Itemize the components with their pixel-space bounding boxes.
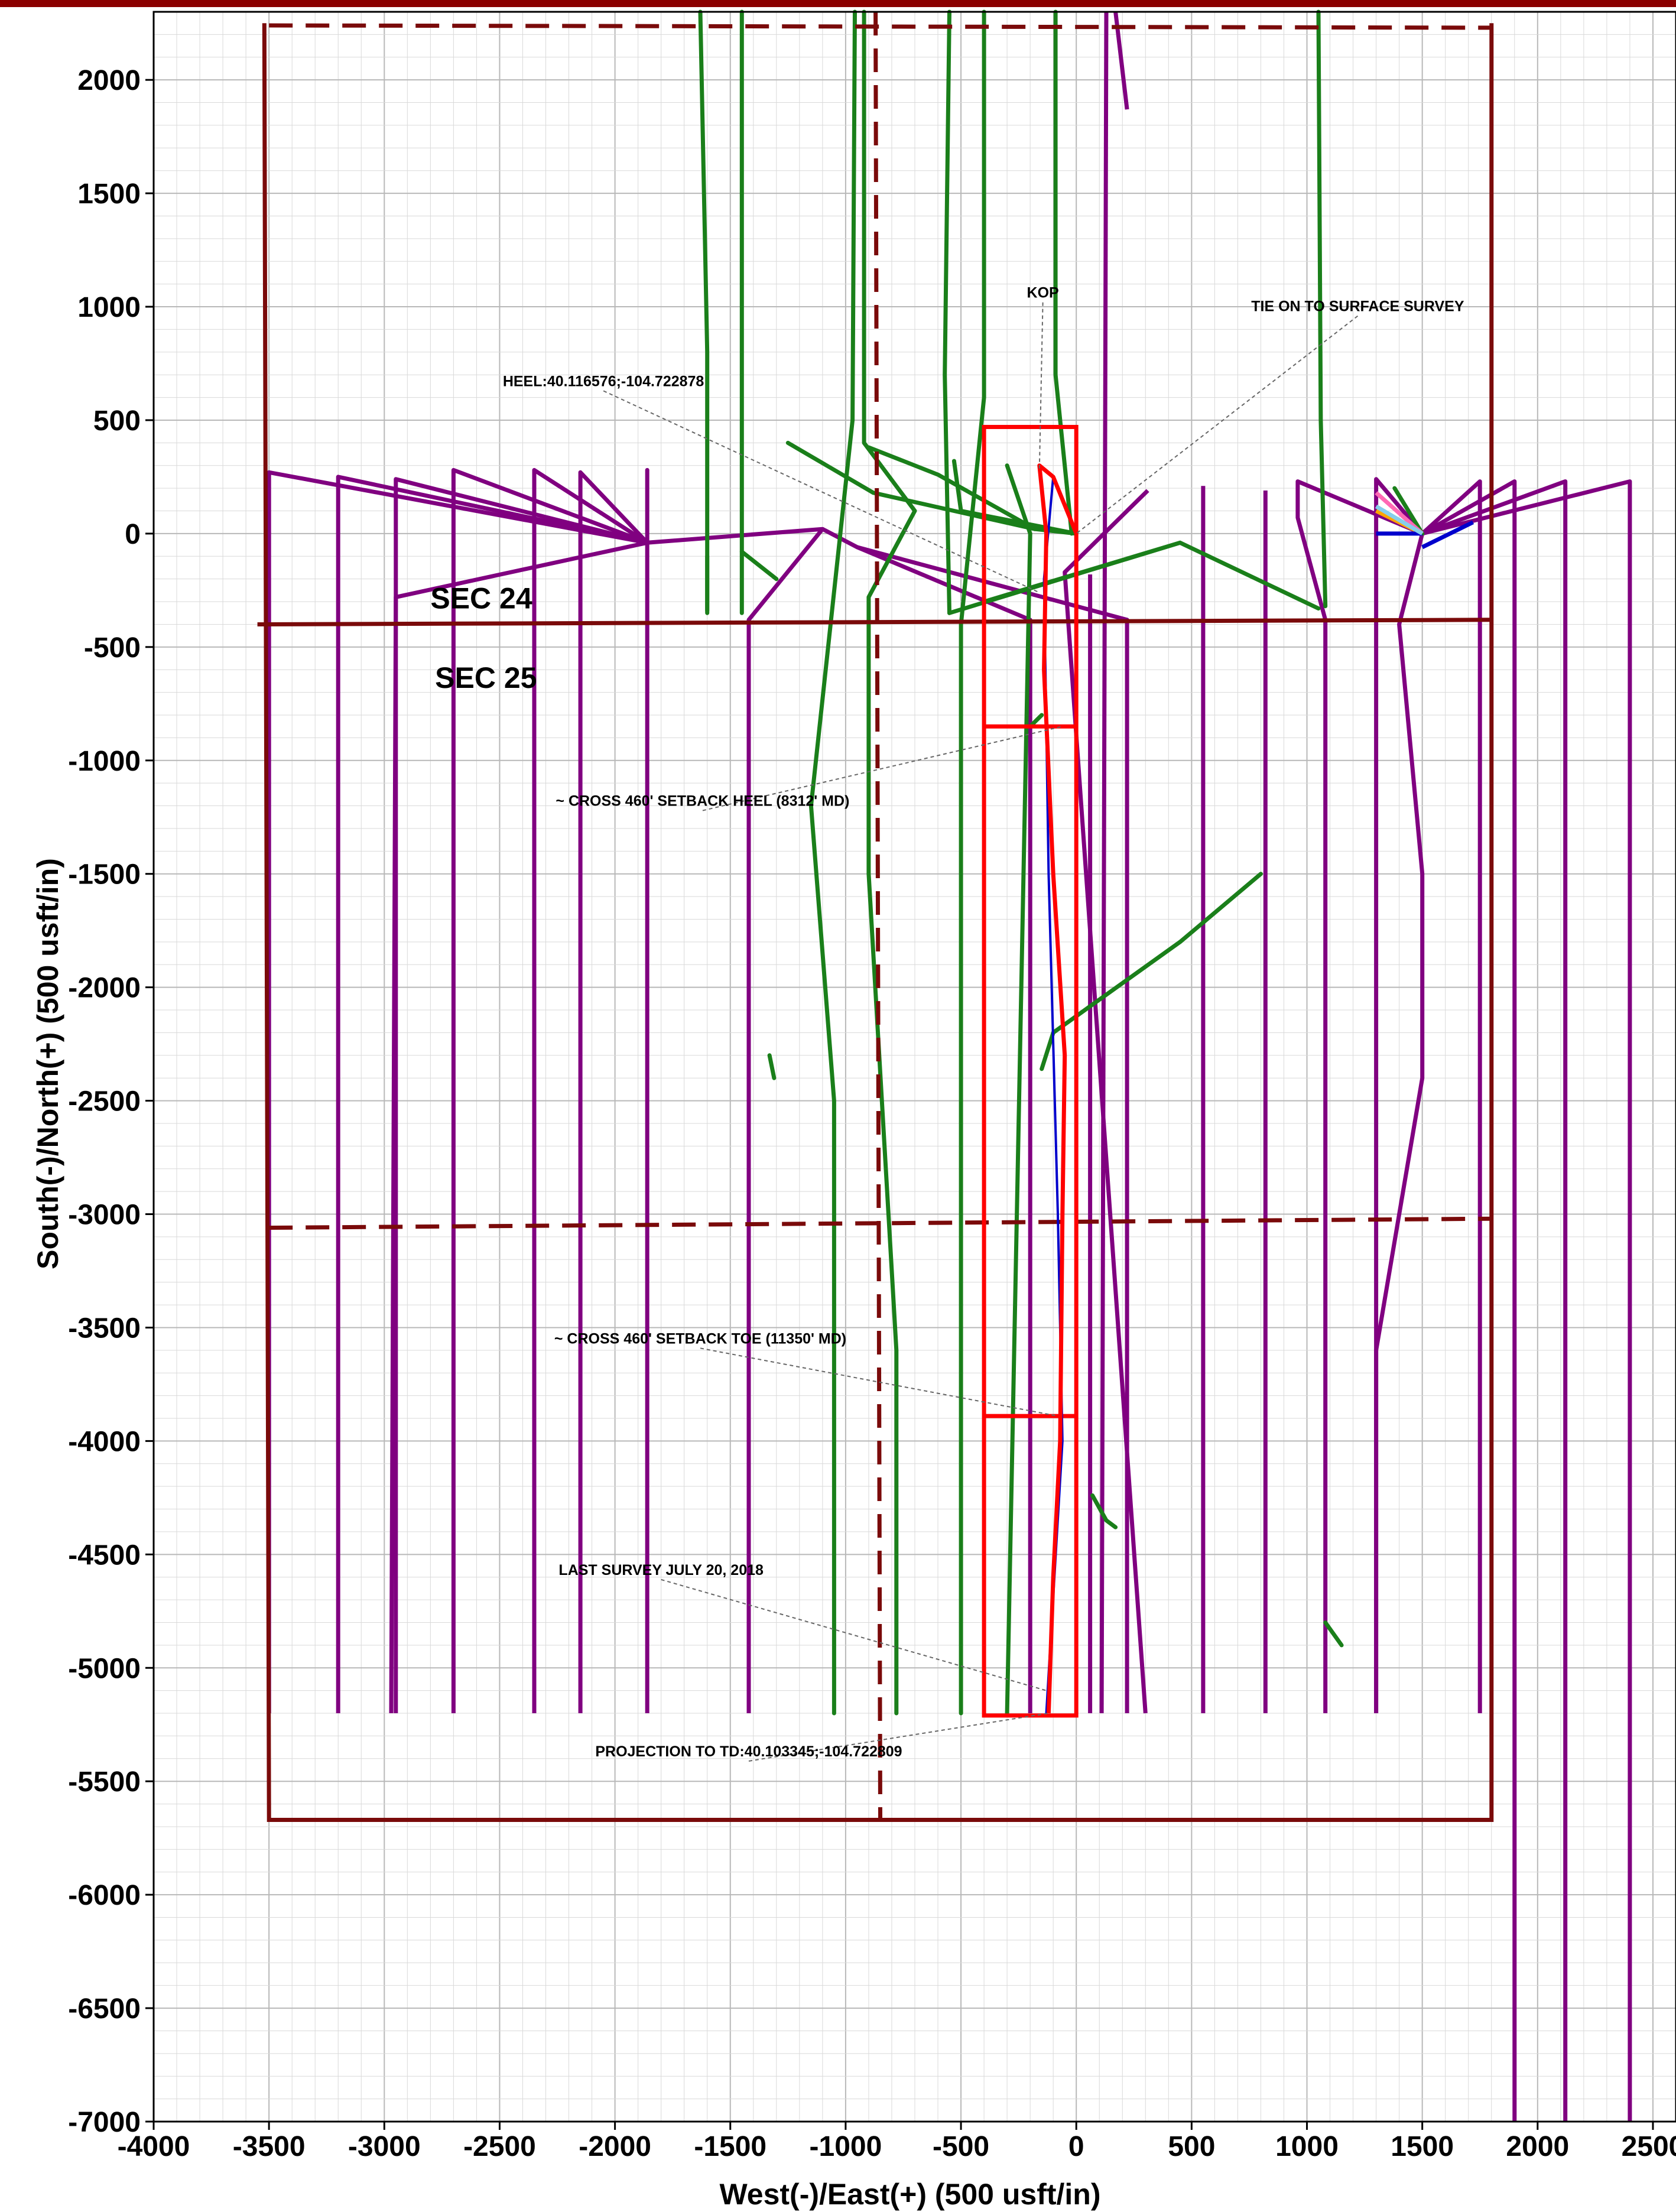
y-tick-label: 1000 <box>77 292 141 323</box>
offset-well-green <box>767 1053 777 1080</box>
x-tick-label: -4000 <box>118 2131 190 2162</box>
section-label: SEC 24 <box>430 582 532 615</box>
offset-well-green <box>808 9 857 1716</box>
annotation-leader <box>702 726 1063 811</box>
offset-well-green <box>951 459 1079 536</box>
x-tick-label: 2000 <box>1506 2131 1569 2162</box>
plot-area: SEC 24 SEC 25 KOP TIE ON TO SURFACE SURVEY H… <box>257 9 1632 2122</box>
target-box <box>982 424 1079 1718</box>
offset-well-green <box>1392 486 1425 536</box>
offset-well-purple <box>647 527 825 1713</box>
annotation-leader <box>603 390 1040 593</box>
offset-well-purple <box>1421 479 1517 2122</box>
offset-well-green <box>739 550 779 582</box>
annotation-label: PROJECTION TO TD:40.103345;-104.722809 <box>595 1743 902 1760</box>
offset-well-green <box>862 9 917 1716</box>
offset-well-green <box>943 9 951 615</box>
offset-well-green <box>1090 1493 1118 1529</box>
offset-well-purple <box>1295 479 1424 1713</box>
y-tick-label: -7000 <box>68 2107 141 2138</box>
annotation-leader <box>748 1713 1049 1762</box>
offset-well-purple <box>1421 479 1482 1713</box>
x-tick-label: -2500 <box>463 2131 536 2162</box>
offset-well-purple <box>1063 489 1149 1714</box>
offset-well-green <box>982 540 1321 611</box>
fan-stub <box>1421 520 1474 550</box>
x-tick-label: 2500 <box>1622 2131 1676 2162</box>
y-tick-label: 1500 <box>77 178 141 210</box>
x-tick-label: -3000 <box>348 2131 421 2162</box>
offset-well-green <box>1053 9 1074 536</box>
y-tick-label: 0 <box>125 519 141 550</box>
section-line <box>257 618 1492 626</box>
section-label: SEC 25 <box>435 661 537 694</box>
x-tick-label: -500 <box>933 2131 989 2162</box>
annotation-label: ~ CROSS 460' SETBACK TOE (11350' MD) <box>554 1330 846 1347</box>
offset-well-green <box>1040 872 1263 1071</box>
x-tick-label: 1000 <box>1275 2131 1339 2162</box>
y-axis-label: South(-)/North(+) (500 usft/in) <box>31 858 64 1269</box>
offset-well-green <box>959 9 986 1716</box>
y-tick-label: -500 <box>84 632 141 664</box>
offset-well-purple <box>1421 479 1568 2122</box>
offset-well-green <box>1316 9 1328 609</box>
offset-well-purple <box>1099 11 1109 1714</box>
y-tick-label: -6500 <box>68 1993 141 2025</box>
actual-path <box>1037 463 1079 1714</box>
offset-well-purple <box>451 467 648 1713</box>
y-tick-label: -2500 <box>68 1086 141 1118</box>
annotation-label: TIE ON TO SURFACE SURVEY <box>1251 298 1464 315</box>
offset-well-green <box>1005 463 1032 1716</box>
grid <box>153 11 1676 2122</box>
top-border <box>0 0 1676 7</box>
annotation-label: LAST SURVEY JULY 20, 2018 <box>558 1562 764 1578</box>
y-tick-label: -2000 <box>68 973 141 1004</box>
y-tick-label: -3000 <box>68 1200 141 1231</box>
x-axis-label: West(-)/East(+) (500 usft/in) <box>720 2178 1101 2211</box>
x-tick-label: -2000 <box>579 2131 651 2162</box>
offset-well-purple <box>336 475 648 1713</box>
y-tick-label: -4000 <box>68 1426 141 1457</box>
y-tick-label: -1000 <box>68 746 141 777</box>
offset-well-purple <box>389 540 648 1714</box>
plot-frame <box>152 11 1676 2123</box>
y-axis-ticks: 2000 1500 1000 500 0 -500 -1000 -1500 -2000 -2500… <box>68 65 154 2138</box>
offset-well-purple <box>532 467 649 1713</box>
y-tick-label: -4500 <box>68 1539 141 1571</box>
y-tick-label: -5500 <box>68 1766 141 1798</box>
x-axis-ticks: -4000 -3500 -3000 -2500 -2000 -1500 -1000 -500 0… <box>118 2122 1676 2162</box>
x-tick-label: -3500 <box>233 2131 306 2162</box>
y-tick-label: -5000 <box>68 1653 141 1684</box>
offset-well-green <box>1323 1620 1344 1648</box>
annotation-leader <box>1038 302 1044 470</box>
fan-stub <box>1375 504 1424 535</box>
offset-well-purple <box>1374 477 1424 1713</box>
y-tick-label: -3500 <box>68 1313 141 1344</box>
y-tick-label: 500 <box>93 405 141 437</box>
x-tick-label: -1500 <box>694 2131 766 2162</box>
y-tick-label: -1500 <box>68 859 141 891</box>
x-tick-label: -1000 <box>810 2131 882 2162</box>
setback-line <box>269 23 1492 30</box>
x-tick-label: 0 <box>1068 2131 1084 2162</box>
setback-line <box>873 11 882 1820</box>
annotation-leader <box>661 1578 1047 1691</box>
y-tick-label: 2000 <box>77 65 141 96</box>
offset-well-purple <box>394 477 648 1713</box>
offset-well-green <box>866 445 1037 531</box>
annotation-leader <box>1076 315 1358 534</box>
offset-well-purple <box>1374 533 1425 1713</box>
annotation-leader <box>700 1347 1058 1417</box>
offset-well-purple <box>578 470 649 1713</box>
offset-well-green <box>698 9 710 615</box>
setback-line <box>269 1216 1492 1230</box>
annotation-label: KOP <box>1027 285 1059 301</box>
annotation-label: ~ CROSS 460' SETBACK HEEL (8312' MD) <box>556 793 849 810</box>
x-tick-label: 500 <box>1168 2131 1215 2162</box>
x-tick-label: 1500 <box>1391 2131 1454 2162</box>
y-tick-label: -6000 <box>68 1880 141 1911</box>
annotation-label: HEEL:40.116576;-104.722878 <box>503 373 704 389</box>
